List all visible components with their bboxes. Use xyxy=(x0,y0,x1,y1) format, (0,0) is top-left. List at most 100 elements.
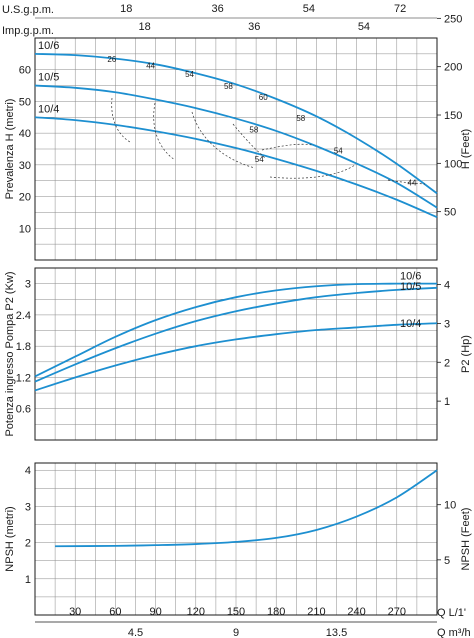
bottom-axes: 30 60 90 120 150 180 210 240 270 Q L/1' 4.5 9 13.5… xyxy=(35,606,471,638)
head-curves xyxy=(34,52,438,219)
usgpm-label: U.S.g.p.m. xyxy=(2,4,54,16)
power-y2-ticks: 1 2 3 4 xyxy=(437,280,450,408)
impgpm-tick-label: 18 xyxy=(139,21,151,33)
q-lmin-tick-label: 150 xyxy=(227,606,245,618)
power-y-ticks: 0.6 1.2 1.8 2.4 3 xyxy=(16,279,31,416)
power-series-names: 10/610/5 10/4 xyxy=(400,271,421,331)
efficiency-isoline-26 xyxy=(111,97,131,143)
power-y2-axis-label: P2 (Hp) xyxy=(460,335,472,373)
y-tick-label: 30 xyxy=(19,160,31,172)
q-lmin-tick-label: 30 xyxy=(69,606,81,618)
y-tick-label: 1 xyxy=(25,574,31,586)
efficiency-curves xyxy=(111,97,426,185)
series-line-10-4 xyxy=(34,322,438,392)
head-y2-ticks: 50 100 150 200 250 xyxy=(437,13,462,219)
efficiency-labels: 26 44 54 58 60 58 58 54 54 44 xyxy=(107,55,417,188)
y2-tick-label: 150 xyxy=(444,110,462,122)
npsh-y-axis-label: NPSH (metri) xyxy=(4,506,16,571)
usgpm-ticks: 18 36 54 72 xyxy=(35,3,437,19)
series-line-npsh xyxy=(55,469,438,548)
q-lmin-tick-label: 210 xyxy=(307,606,325,618)
q-lmin-tick-label: 180 xyxy=(267,606,285,618)
y-tick-label: 60 xyxy=(19,65,31,77)
usgpm-tick-label: 72 xyxy=(394,3,406,15)
series-name-label: 10/5 xyxy=(38,72,59,84)
impgpm-tick-label: 36 xyxy=(248,21,260,33)
q-lmin-tick-label: 240 xyxy=(347,606,365,618)
efficiency-label: 58 xyxy=(249,125,258,134)
y2-tick-label: 4 xyxy=(444,280,450,292)
usgpm-tick-label: 36 xyxy=(211,3,223,15)
series-line-10-6 xyxy=(34,52,438,195)
y-tick-label: 2 xyxy=(25,538,31,550)
y-tick-label: 10 xyxy=(19,223,31,235)
npsh-grid xyxy=(35,463,437,615)
q-m3h-tick-label: 9 xyxy=(233,627,239,638)
series-name-label: 10/6 xyxy=(38,40,59,52)
head-y-ticks: 10 20 30 40 50 60 xyxy=(19,65,31,236)
npsh-y2-axis-label: NPSH (Feet) xyxy=(460,508,472,571)
q-m3h-ticks: 4.5 9 13.5 xyxy=(128,627,347,638)
q-lmin-tick-label: 60 xyxy=(109,606,121,618)
power-grid xyxy=(35,267,437,440)
q-lmin-tick-label: 120 xyxy=(187,606,205,618)
head-y-axis-label: Prevalenza H (metri) xyxy=(4,99,16,200)
power-curves xyxy=(34,282,438,392)
efficiency-isoline-54 xyxy=(191,111,256,169)
efficiency-label: 58 xyxy=(224,82,233,91)
series-line-10-6 xyxy=(34,282,438,378)
series-name-label: 10/6 xyxy=(400,271,421,283)
y-tick-label: 1.2 xyxy=(16,372,31,384)
series-name-label: 10/5 xyxy=(400,281,421,293)
efficiency-label: 54 xyxy=(334,146,343,155)
y-tick-label: 3 xyxy=(25,279,31,291)
q-m3h-label: Q m³/h xyxy=(437,627,471,638)
head-y2-axis-label: H (Feet) xyxy=(460,129,472,169)
y2-tick-label: 250 xyxy=(444,13,462,25)
y2-tick-label: 50 xyxy=(444,207,456,219)
y-tick-label: 0.6 xyxy=(16,404,31,416)
y2-tick-label: 2 xyxy=(444,357,450,369)
y2-tick-label: 5 xyxy=(444,555,450,567)
usgpm-tick-label: 54 xyxy=(303,3,315,15)
y2-tick-label: 10 xyxy=(444,500,456,512)
y-tick-label: 3 xyxy=(25,501,31,513)
series-line-10-5 xyxy=(34,286,438,383)
series-line-10-5 xyxy=(34,84,438,209)
y2-tick-label: 1 xyxy=(444,396,450,408)
efficiency-label: 58 xyxy=(296,114,305,123)
impgpm-tick-label: 54 xyxy=(358,21,370,33)
power-frame xyxy=(34,267,438,441)
series-name-label: 10/4 xyxy=(38,103,59,115)
power-panel: 0.6 1.2 1.8 2.4 3 1 2 3 4 10/610/5 10/4 Potenza … xyxy=(4,267,472,441)
efficiency-label: 26 xyxy=(107,55,116,64)
npsh-y-ticks: 1 2 3 4 xyxy=(25,465,31,586)
npsh-panel: 1 2 3 4 5 10 NPSH (metri) NPSH (Feet) xyxy=(4,462,472,616)
efficiency-isoline-54b xyxy=(269,164,356,179)
q-m3h-tick-label: 4.5 xyxy=(128,627,143,638)
power-y-axis-label: Potenza ingresso Pompa P2 (Kw) xyxy=(4,271,16,436)
y-tick-label: 4 xyxy=(25,465,31,477)
efficiency-label: 44 xyxy=(408,179,417,188)
y2-tick-label: 100 xyxy=(444,158,462,170)
npsh-y2-ticks: 5 10 xyxy=(437,500,456,567)
top-axes: U.S.g.p.m. Imp.g.p.m. 18 36 54 72 18 36 54 xyxy=(2,3,437,37)
impgpm-label: Imp.g.p.m. xyxy=(2,25,54,37)
efficiency-label: 44 xyxy=(146,61,155,70)
head-frame xyxy=(34,37,438,261)
npsh-frame xyxy=(34,462,438,616)
efficiency-label: 60 xyxy=(259,93,268,102)
y-tick-label: 2.4 xyxy=(16,310,31,322)
y-tick-label: 1.8 xyxy=(16,341,31,353)
y2-tick-label: 200 xyxy=(444,62,462,74)
efficiency-label: 54 xyxy=(255,155,264,164)
q-lmin-ticks: 30 60 90 120 150 180 210 240 270 xyxy=(69,606,406,618)
y-tick-label: 20 xyxy=(19,192,31,204)
series-line-10-4 xyxy=(34,116,438,219)
head-panel: 10 20 30 40 50 60 50 100 150 200 250 26 44 54 58 60 58… xyxy=(4,13,472,261)
impgpm-ticks: 18 36 54 xyxy=(139,21,371,33)
q-lmin-tick-label: 270 xyxy=(388,606,406,618)
y-tick-label: 40 xyxy=(19,128,31,140)
head-grid xyxy=(35,38,437,260)
